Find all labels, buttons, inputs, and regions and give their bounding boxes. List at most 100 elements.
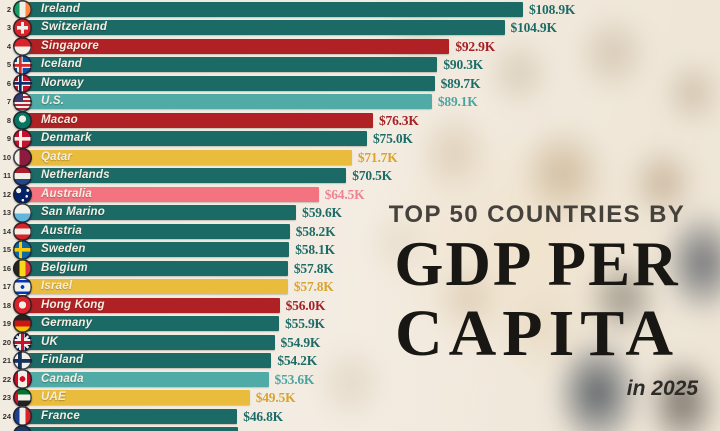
row-switzerland: 3 Switzerland $104.9K — [0, 18, 720, 38]
value-label: $108.9K — [528, 2, 576, 17]
row-israel: 17 Israel $57.8K — [0, 277, 720, 297]
rank-label: 14 — [2, 226, 11, 236]
country-label: UAE — [41, 391, 66, 404]
rank-label: 22 — [2, 374, 11, 384]
value-bar: Ireland — [22, 2, 523, 17]
value-bar: France — [22, 408, 238, 424]
value-label: $55.9K — [285, 316, 325, 332]
rank-label: 19 — [2, 319, 11, 329]
value-label: $57.8K — [293, 260, 334, 276]
flag-ireland-icon — [12, 0, 32, 20]
country-label: France — [41, 409, 80, 422]
rank-label: 16 — [2, 263, 11, 273]
title-line2: CAPITA — [394, 297, 680, 370]
flag-singapore-icon — [12, 36, 32, 57]
country-label: Belgium — [41, 261, 88, 274]
country-label: Germany — [41, 317, 93, 330]
title-kicker: TOP 50 COUNTRIES BY — [388, 201, 686, 228]
value-bar: Australia — [22, 186, 319, 202]
value-label: $75.0K — [373, 131, 413, 147]
value-bar: Denmark — [22, 131, 367, 147]
value-label: $49.5K — [255, 390, 296, 406]
flag-germany-icon — [12, 313, 32, 334]
flag-hong-kong-icon — [12, 295, 32, 315]
country-label: San Marino — [41, 206, 105, 219]
country-label: Hong Kong — [41, 298, 105, 311]
rank-label: 5 — [6, 60, 11, 70]
country-label: Austria — [41, 224, 83, 237]
rank-label: 3 — [6, 23, 11, 33]
rank-label: 23 — [2, 393, 11, 403]
value-bar: Switzerland — [22, 20, 505, 36]
next-row-partial-bar — [22, 427, 238, 431]
value-bar: San Marino — [22, 205, 297, 221]
value-bar: Qatar — [22, 149, 352, 165]
value-label: $56.0K — [285, 297, 326, 313]
value-label: $76.3K — [378, 112, 419, 128]
rank-label: 12 — [2, 189, 11, 199]
row-ireland: 2 Ireland $108.9K — [0, 0, 720, 20]
value-label: $58.2K — [295, 223, 336, 239]
rank-label: 17 — [2, 282, 11, 292]
row-uae: 23 UAE $49.5K — [0, 387, 720, 408]
flag-uk-icon — [12, 332, 32, 352]
row-finland: 21 Finland $54.2K — [0, 350, 720, 371]
rank-label: 10 — [2, 152, 11, 162]
rank-label: 20 — [2, 337, 11, 347]
row-singapore: 4 Singapore $92.9K — [0, 36, 720, 57]
row-hong-kong: 18 Hong Kong $56.0K — [0, 295, 720, 315]
country-label: Norway — [41, 76, 84, 89]
row-sweden: 15 Sweden $58.1K — [0, 240, 720, 260]
row-netherlands: 11 Netherlands $70.5K — [0, 166, 720, 186]
row-u-s-: 7 U.S. $89.1K — [0, 92, 720, 112]
flag-switzerland-icon — [12, 18, 32, 38]
row-canada: 22 Canada $53.6K — [0, 369, 720, 389]
flag-u-s--icon — [12, 92, 32, 112]
row-denmark: 9 Denmark $75.0K — [0, 129, 720, 149]
rank-label: 7 — [6, 97, 11, 107]
value-label: $54.9K — [280, 334, 321, 350]
value-label: $57.8K — [293, 279, 334, 295]
rank-label: 2 — [6, 5, 11, 14]
country-label: Qatar — [41, 150, 73, 163]
value-label: $71.7K — [357, 149, 398, 165]
value-label: $89.1K — [437, 94, 478, 110]
value-label: $70.5K — [352, 168, 392, 184]
row-norway: 6 Norway $89.7K — [0, 73, 720, 94]
value-label: $59.6K — [302, 205, 342, 221]
title-year: in 2025 — [626, 377, 698, 400]
country-label: Macao — [41, 113, 78, 126]
country-label: UK — [41, 335, 59, 348]
country-label: Australia — [41, 187, 93, 200]
row-macao: 8 Macao $76.3K — [0, 110, 720, 131]
country-label: Denmark — [41, 132, 92, 145]
value-bar: UK — [22, 334, 275, 350]
rank-label: 9 — [6, 134, 11, 144]
row-germany: 19 Germany $55.9K — [0, 313, 720, 334]
flag-netherlands-icon — [12, 166, 32, 186]
row-france: 24 France $46.8K — [0, 406, 720, 426]
value-label: $89.7K — [440, 75, 481, 91]
flag-canada-icon — [12, 369, 32, 389]
value-bar: Israel — [22, 279, 288, 295]
row-belgium: 16 Belgium $57.8K — [0, 258, 720, 279]
value-label: $104.9K — [510, 20, 557, 36]
flag-uae-icon — [12, 387, 32, 408]
value-bar: Belgium — [22, 260, 288, 276]
country-label: Switzerland — [41, 21, 108, 34]
value-bar: Austria — [22, 223, 290, 239]
value-bar: UAE — [22, 390, 250, 406]
title-line1: GDP PER — [394, 229, 680, 299]
row-austria: 14 Austria $58.2K — [0, 221, 720, 242]
value-bar: Hong Kong — [22, 297, 280, 313]
flag-san-marino-icon — [12, 203, 32, 223]
flag-iceland-icon — [12, 55, 32, 75]
value-bar: Canada — [22, 371, 269, 387]
flag-austria-icon — [12, 221, 32, 242]
flag-norway-icon — [12, 73, 32, 94]
title-block: TOP 50 COUNTRIES BY GDP PER CAPITA in 20… — [372, 201, 702, 401]
value-label: $53.6K — [274, 371, 315, 387]
value-bar: Singapore — [22, 38, 450, 54]
